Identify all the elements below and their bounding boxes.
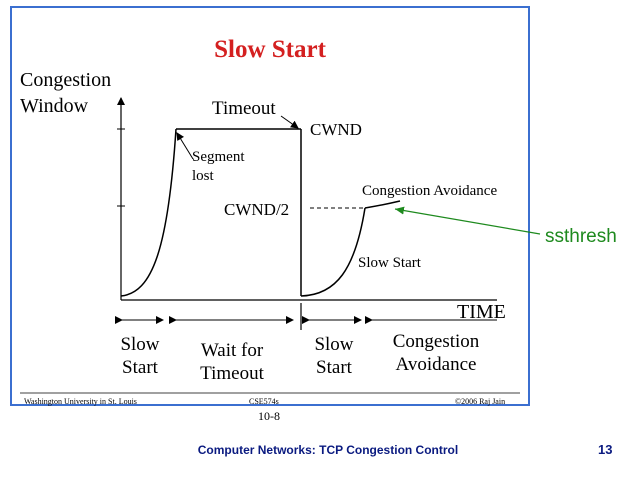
cwnd-half-label: CWND/2 (224, 200, 290, 219)
phase-line-2: Avoidance (395, 354, 477, 375)
y-axis-label-line-2: Window (20, 95, 89, 117)
phase-line-1: Wait for (200, 340, 264, 361)
phase-line-1: Slow (314, 334, 354, 355)
slide-number: 10-8 (258, 409, 280, 423)
segment-lost-arrow (176, 132, 194, 160)
phase-line-1: Congestion (392, 331, 480, 352)
phase-wait-for-timeout: Wait for Timeout (192, 339, 272, 385)
timeout-arrow (280, 115, 299, 129)
segment-lost-label-line-1: Segment (192, 149, 245, 165)
phase-congestion-avoidance: Congestion Avoidance (380, 330, 492, 376)
phase-line-2: Start (122, 357, 158, 378)
slow-start-curve-1 (120, 128, 177, 297)
timeout-label: Timeout (212, 98, 276, 119)
phase-slow-start-1: Slow Start (114, 333, 166, 379)
footer-institution: Washington University in St. Louis (24, 397, 137, 406)
ssthresh-arrow (394, 206, 541, 235)
cwnd-label: CWND (310, 120, 362, 139)
slide-title: Slow Start (214, 36, 326, 63)
page-number: 13 (598, 442, 613, 457)
y-axis-label-line-1: Congestion (20, 69, 112, 91)
footer-course: CSE574s (249, 397, 279, 406)
slow-start-label: Slow Start (358, 255, 421, 271)
page-footer-title: Computer Networks: TCP Congestion Contro… (197, 443, 459, 457)
segment-lost-label-line-2: lost (192, 168, 214, 184)
phase-line-1: Slow (120, 334, 160, 355)
congestion-avoidance-label: Congestion Avoidance (362, 183, 498, 199)
footer-copyright: ©2006 Raj Jain (455, 397, 506, 406)
x-axis-label: TIME (457, 301, 506, 323)
phase-line-2: Timeout (200, 363, 264, 384)
phase-line-2: Start (316, 357, 352, 378)
phase-slow-start-2: Slow Start (306, 333, 362, 379)
congestion-avoidance-line (364, 200, 401, 209)
slow-start-curve-2 (300, 207, 366, 297)
slide-frame (10, 6, 530, 406)
ssthresh-label: ssthresh (545, 226, 617, 247)
